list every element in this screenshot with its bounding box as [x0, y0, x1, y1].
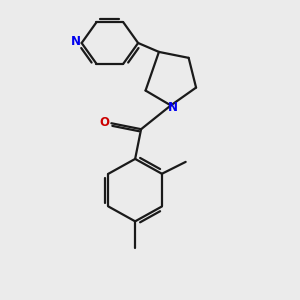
Text: N: N	[168, 101, 178, 114]
Text: O: O	[100, 116, 110, 129]
Text: N: N	[71, 35, 81, 48]
